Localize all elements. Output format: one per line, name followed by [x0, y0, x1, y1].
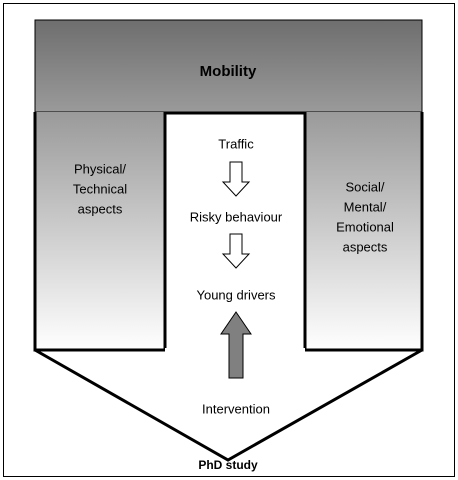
flow-label: Young drivers	[196, 287, 276, 302]
right-label: aspects	[343, 239, 388, 254]
left-label: aspects	[78, 201, 123, 216]
title: Mobility	[200, 63, 257, 80]
down-arrow	[221, 161, 251, 197]
left-label: Physical/	[74, 161, 126, 176]
center-channel	[163, 111, 307, 350]
footer: PhD study	[198, 458, 258, 472]
right-label: Mental/	[344, 199, 387, 214]
flow-label: Traffic	[218, 136, 254, 151]
up-arrow	[220, 311, 252, 379]
arrow-head	[35, 350, 422, 460]
right-label: Emotional	[336, 219, 394, 234]
outer-outline	[33, 112, 424, 462]
down-arrow	[221, 233, 251, 269]
flow-label: Risky behaviour	[190, 209, 283, 224]
right-label: Social/	[345, 179, 384, 194]
mobility-band	[34, 19, 423, 113]
right-column	[305, 112, 422, 350]
flow-label: Intervention	[202, 401, 270, 416]
left-label: Technical	[73, 181, 127, 196]
left-column	[35, 112, 165, 350]
